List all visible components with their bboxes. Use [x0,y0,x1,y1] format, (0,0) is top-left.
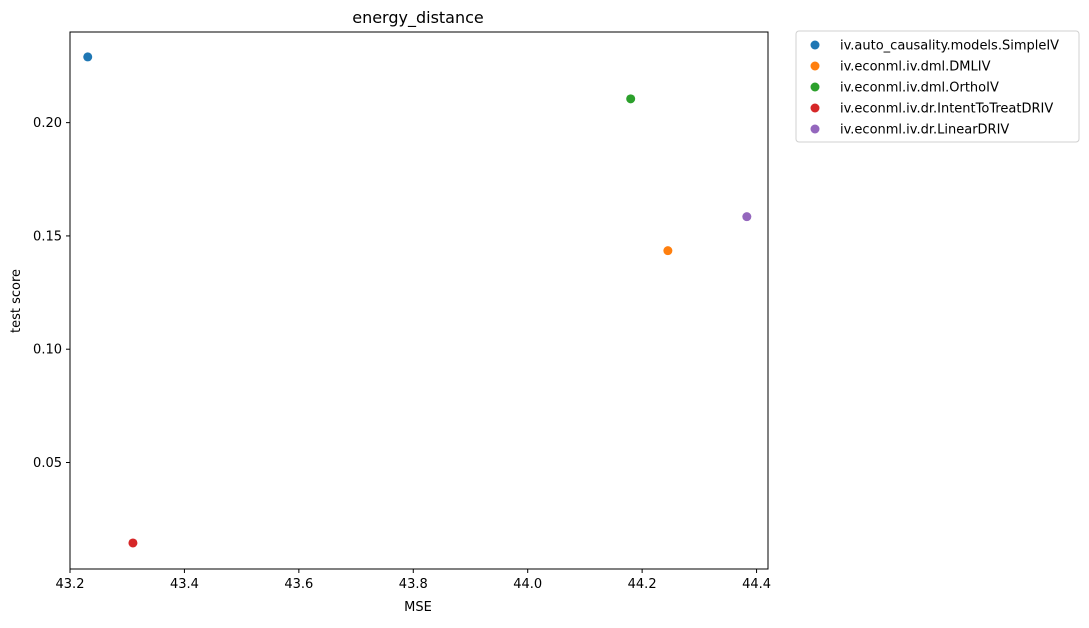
legend-marker [810,40,820,50]
y-tick-label: 0.20 [33,116,62,131]
legend-frame [795,30,1080,143]
y-axis-label: test score [9,269,24,333]
points-layer [83,52,752,548]
y-axis: 0.05 0.10 0.15 0.20 [33,116,70,471]
x-tick-label: 44.2 [628,577,657,592]
legend-marker [810,61,820,71]
chart-title: energy_distance [352,8,484,28]
legend-label: iv.econml.iv.dml.OrthoIV [840,81,999,96]
x-tick-label: 43.4 [170,577,199,592]
x-tick-label: 43.2 [56,577,85,592]
data-point-4-0 [742,212,752,222]
legend-marker [810,124,820,134]
y-tick-label: 0.15 [33,229,62,244]
legend-label: iv.econml.iv.dr.LinearDRIV [840,123,1009,138]
legend-label: iv.econml.iv.dml.DMLIV [840,60,991,75]
plot-area-frame [69,31,769,570]
data-point-2-0 [626,94,636,104]
x-axis-label: MSE [404,600,432,615]
x-tick-label: 44.0 [513,577,542,592]
y-tick-label: 0.10 [33,343,62,358]
legend-label: iv.auto_causality.models.SimpleIV [840,39,1059,54]
legend-marker [810,82,820,92]
data-point-1-0 [663,246,673,256]
legend-label: iv.econml.iv.dr.IntentToTreatDRIV [840,102,1053,117]
legend-marker [810,103,820,113]
x-tick-label: 43.6 [284,577,313,592]
x-axis: 43.2 43.4 43.6 43.8 44.0 44.2 44.4 [56,569,771,592]
x-tick-label: 43.8 [399,577,428,592]
y-tick-label: 0.05 [33,456,62,471]
data-point-0-0 [83,52,93,62]
legend: iv.auto_causality.models.SimpleIV iv.econ… [795,30,1080,143]
x-tick-label: 44.4 [742,577,771,592]
data-point-3-0 [128,538,138,548]
